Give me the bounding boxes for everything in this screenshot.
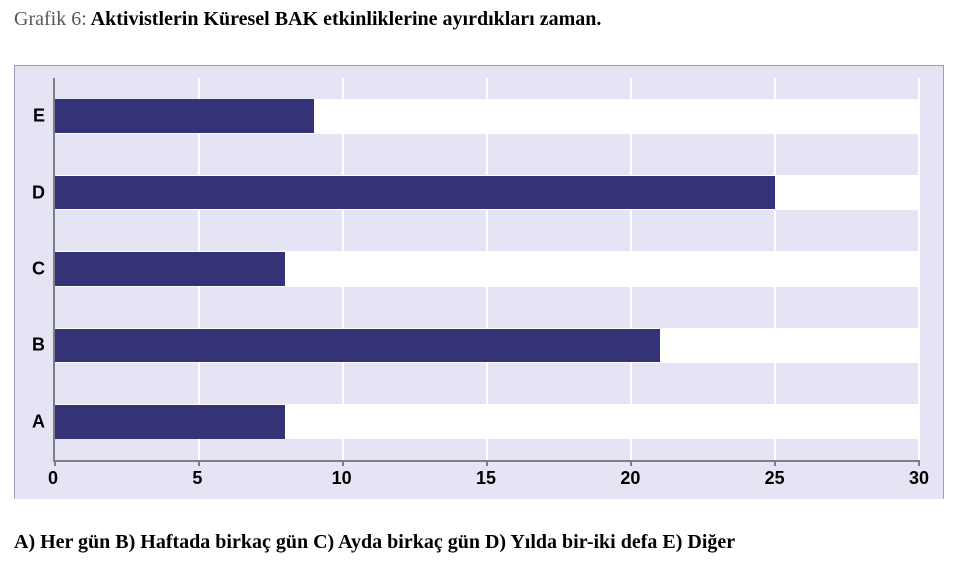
chart-bar: [55, 176, 775, 210]
chart-x-tick-label: 5: [192, 468, 202, 489]
chart-plot-area: ABCDE: [53, 78, 919, 462]
chart-title-prefix: Grafik 6:: [14, 8, 87, 30]
chart-y-tick-label: E: [33, 106, 45, 127]
chart-gridline: [486, 78, 488, 460]
chart-gridline: [342, 78, 344, 460]
chart-bar: [55, 405, 285, 439]
chart-x-tick-label: 0: [48, 468, 58, 489]
chart-y-tick-label: A: [32, 411, 45, 432]
chart-gridline: [630, 78, 632, 460]
chart-x-tick-label: 30: [909, 468, 929, 489]
chart-x-axis: 051015202530: [53, 462, 919, 498]
chart-legend: A) Her gün B) Haftada birkaç gün C) Ayda…: [14, 531, 959, 554]
chart-y-tick-label: D: [32, 182, 45, 203]
page: Grafik 6: Aktivistlerin Küresel BAK etki…: [0, 0, 973, 554]
chart-x-tick-label: 20: [620, 468, 640, 489]
chart-x-tick-label: 15: [476, 468, 496, 489]
chart-bar: [55, 329, 660, 363]
chart-x-tick-label: 25: [765, 468, 785, 489]
chart-y-tick-label: B: [32, 335, 45, 356]
chart-title-main: Aktivistlerin Küresel BAK etkinliklerine…: [87, 8, 602, 30]
chart-x-tick-label: 10: [332, 468, 352, 489]
chart-gridline: [774, 78, 776, 460]
chart-bar: [55, 99, 314, 133]
chart-y-tick-label: C: [32, 259, 45, 280]
chart-container: ABCDE 051015202530: [14, 65, 944, 499]
chart-bar: [55, 252, 285, 286]
chart-title: Grafik 6: Aktivistlerin Küresel BAK etki…: [14, 8, 959, 31]
chart-gridline: [918, 78, 920, 460]
